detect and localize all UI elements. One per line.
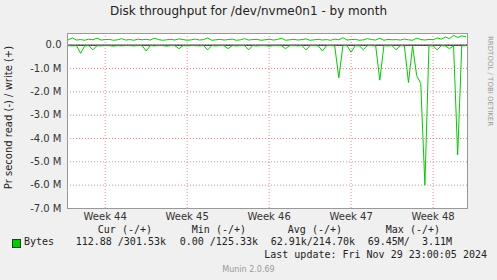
svg-text:-4.0 M: -4.0 M — [30, 133, 61, 144]
html-text:62.91k/214.70k: 62.91k/214.70k — [270, 236, 355, 247]
html-text:Bytes: Bytes — [24, 236, 55, 247]
svg-text:-2.0 M: -2.0 M — [30, 86, 61, 97]
html-text:Last update: Fri Nov 29 23:00:: Last update: Fri Nov 29 23:00:05 2024 — [264, 249, 487, 260]
svg-text:Week 47: Week 47 — [329, 211, 372, 222]
html-text:Min (-/+): Min (-/+) — [191, 224, 246, 235]
html-text:Disk throughput for /dev/nvme0: Disk throughput for /dev/nvme0n1 - by mo… — [110, 4, 387, 18]
svg-text:-1.0 M: -1.0 M — [30, 63, 61, 74]
svg-text:Week 46: Week 46 — [247, 211, 290, 222]
svg-text:Week 45: Week 45 — [166, 211, 209, 222]
html-text:0.00 /125.33k: 0.00 /125.33k — [179, 236, 258, 247]
html-text:Avg (-/+): Avg (-/+) — [287, 224, 342, 235]
svg-text:-3.0 M: -3.0 M — [30, 109, 61, 120]
svg-text:-6.0 M: -6.0 M — [30, 179, 61, 190]
html-text:Pr second read (-) / write (+): Pr second read (-) / write (+) — [2, 45, 14, 190]
svg-text:0.0: 0.0 — [46, 39, 62, 50]
html-text:69.45M/ 3.11M: 69.45M/ 3.11M — [367, 236, 452, 247]
svg-text:-7.0 M: -7.0 M — [30, 203, 61, 214]
html-text:Munin 2.0.69: Munin 2.0.69 — [222, 265, 275, 274]
svg-text:-5.0 M: -5.0 M — [30, 156, 61, 167]
html-text:Cur (-/+): Cur (-/+) — [97, 224, 152, 235]
html-text:112.88 /301.53k: 112.88 /301.53k — [75, 236, 166, 247]
svg-text:Week 44: Week 44 — [84, 211, 127, 222]
svg-text:Week 48: Week 48 — [411, 211, 454, 222]
html-text:Max (-/+): Max (-/+) — [385, 224, 440, 235]
html-text:RRDTOOL / TOBI OETIKER: RRDTOOL / TOBI OETIKER — [486, 36, 494, 127]
